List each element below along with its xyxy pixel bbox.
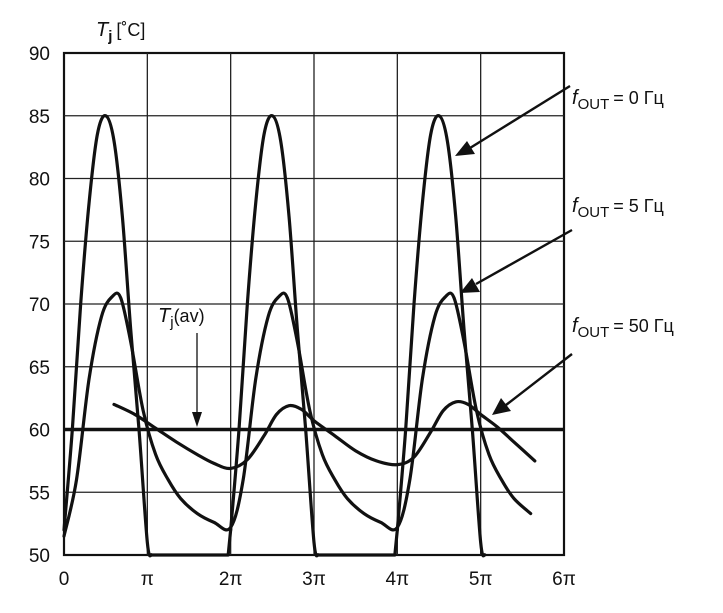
curve-0hz-pulse: [229, 114, 320, 558]
curve-5hz: [62, 291, 533, 538]
x-tick-label: 5π: [469, 569, 493, 590]
y-tick-label: 75: [29, 232, 50, 253]
avg-arrow: [192, 333, 202, 427]
y-tick-label: 90: [29, 44, 50, 65]
pointer-arrow-50hz: [492, 353, 573, 415]
curve-50hz: [112, 399, 537, 471]
x-tick-label: 0: [59, 569, 70, 590]
x-tick-label: 3π: [302, 569, 326, 590]
y-tick-label: 65: [29, 358, 50, 379]
curve-0hz-base: [316, 528, 399, 557]
curves: [62, 114, 564, 558]
series-label-5hz: fOUT = 5 Гц: [572, 195, 664, 221]
grid: [62, 51, 566, 557]
x-tick-label: 4π: [385, 569, 409, 590]
curve-0hz-base: [149, 528, 233, 557]
curve-0hz-pulse: [395, 114, 487, 558]
y-axis-title: Tj [˚C]: [96, 19, 145, 45]
y-tick-label: 60: [29, 421, 50, 442]
y-tick-label: 80: [29, 170, 50, 191]
y-tick-label: 85: [29, 107, 50, 128]
avg-label: Tj(av): [158, 305, 205, 331]
pointer-arrow-5hz: [460, 228, 573, 293]
series-label-50hz: fOUT = 50 Гц: [572, 315, 674, 341]
x-tick-label: π: [141, 569, 154, 590]
x-tick-label: 6π: [552, 569, 576, 590]
curve-0hz-pulse: [62, 114, 154, 558]
tick-labels: 50 55 60 65 70 75 80 85 90 0 π 2π 3π 4π 5π 6π: [29, 44, 576, 590]
y-tick-label: 70: [29, 295, 50, 316]
pointer-arrow-0hz: [455, 84, 571, 156]
series-label-0hz: fOUT = 0 Гц: [572, 87, 664, 113]
y-tick-label: 50: [29, 546, 50, 567]
y-tick-label: 55: [29, 483, 50, 504]
x-tick-label: 2π: [219, 569, 243, 590]
